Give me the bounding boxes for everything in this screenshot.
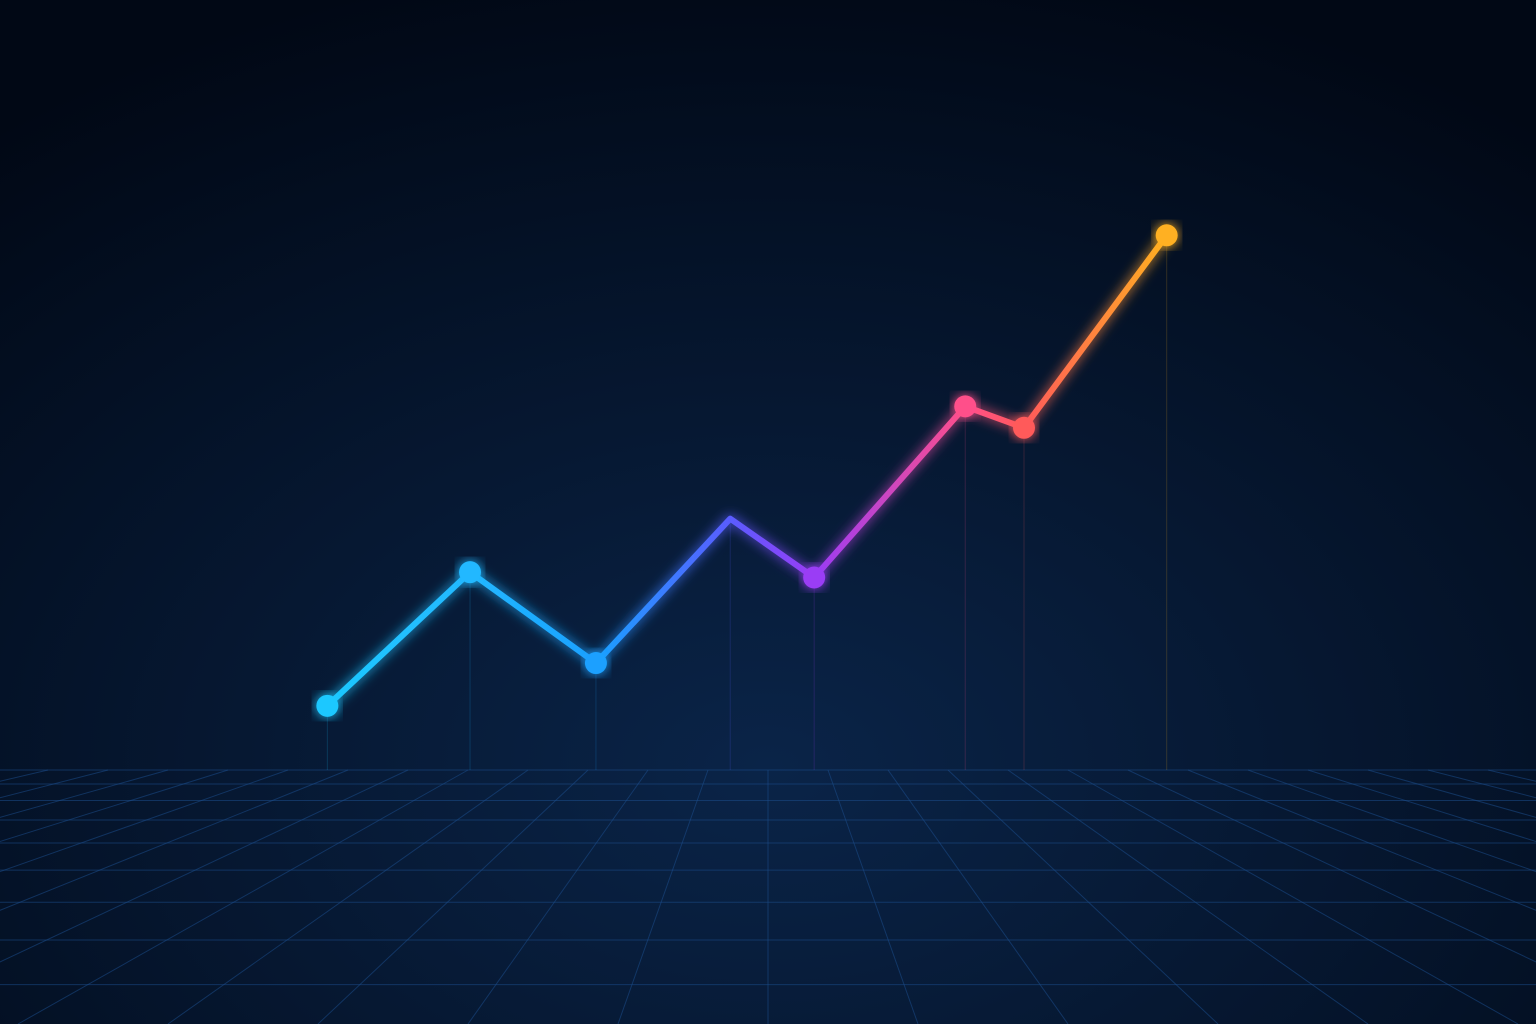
floor-line [1247, 769, 1536, 873]
floor-line [0, 769, 289, 873]
floor-line [827, 769, 919, 1024]
floor-line [1187, 769, 1536, 911]
floor-line [0, 769, 169, 818]
floor-line [1007, 769, 1369, 1024]
point [459, 561, 482, 584]
floor-line [947, 769, 1219, 1024]
point [1013, 416, 1035, 439]
floor-line [1307, 769, 1536, 843]
floor-line [0, 769, 349, 911]
floor-grid [0, 769, 1536, 1024]
point [584, 652, 607, 675]
floor-line [1127, 769, 1536, 963]
floor-line [467, 769, 649, 1024]
point [1155, 224, 1178, 247]
point [316, 694, 339, 717]
point [954, 395, 977, 418]
point [803, 566, 826, 589]
floor-line [0, 769, 409, 963]
plot [316, 224, 1178, 770]
floor-line [0, 769, 229, 843]
floor-line [167, 769, 529, 1024]
floor-line [887, 769, 1069, 1024]
floor-line [617, 769, 709, 1024]
floor-line [1367, 769, 1536, 818]
floor-line [317, 769, 589, 1024]
floor-line [1067, 769, 1519, 1024]
floor-line [17, 769, 469, 1024]
